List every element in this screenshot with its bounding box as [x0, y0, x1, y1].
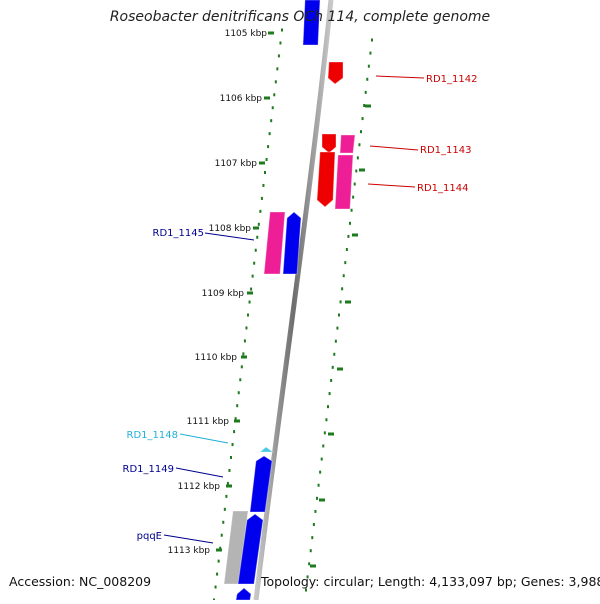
kbp-tick-label: 1110 kbp — [195, 353, 238, 363]
label-leader-line — [369, 145, 419, 151]
kbp-tick-label: 1109 kbp — [202, 289, 245, 299]
gene-label[interactable]: RD1_1142 — [426, 74, 477, 85]
gene-features — [223, 0, 356, 601]
label-leader-lines — [163, 75, 425, 544]
kbp-tick — [216, 548, 222, 552]
label-leader-line — [375, 75, 425, 79]
gene-arrow-rd1-1144[interactable] — [316, 151, 336, 208]
ruler-dots — [213, 28, 373, 602]
kbp-tick — [234, 419, 240, 423]
outer-ruler-tick — [319, 498, 325, 502]
gene-label[interactable]: RD1_1149 — [123, 464, 174, 475]
kbp-tick — [247, 291, 253, 295]
label-leader-line — [163, 534, 214, 544]
gene-label[interactable]: RD1_1145 — [153, 228, 204, 239]
gene-arrow-top-forward[interactable] — [302, 0, 321, 46]
label-leader-line — [367, 183, 416, 188]
gene-arrow-pqqe[interactable] — [237, 513, 264, 585]
label-leader-line — [204, 232, 255, 241]
accession-text: Accession: NC_008209 — [9, 574, 152, 589]
gene-arrow-rd1-1145-pink[interactable] — [263, 211, 286, 275]
gene-arrow-rd1-1143[interactable] — [321, 133, 337, 154]
kbp-tick — [259, 161, 265, 165]
kbp-tick — [268, 31, 274, 35]
kbp-tick-label: 1106 kbp — [220, 94, 263, 104]
gene-arrow-rd1-1144-pink[interactable] — [334, 154, 354, 210]
gene-label[interactable]: RD1_1144 — [417, 183, 468, 194]
kbp-tick-label: 1111 kbp — [187, 417, 230, 427]
gene-arrow-rd1-1142[interactable] — [327, 61, 344, 85]
gene-arrow-bottom[interactable] — [235, 587, 252, 601]
gene-label[interactable]: pqqE — [137, 531, 162, 542]
kbp-tick — [241, 355, 247, 359]
kbp-tick-label: 1105 kbp — [225, 29, 268, 39]
outer-ruler-tick — [337, 367, 343, 371]
kbp-tick-label: 1112 kbp — [178, 482, 221, 492]
kbp-tick-label: 1107 kbp — [215, 159, 258, 169]
outer-ruler-tick — [352, 233, 358, 237]
kbp-ruler: 1105 kbp 1106 kbp 1107 kbp 1108 kbp 1109 kbp… — [168, 29, 371, 568]
gene-arrow-rd1-1145[interactable] — [282, 211, 302, 275]
outer-ruler-tick — [328, 432, 334, 436]
genome-backbone — [253, 0, 334, 601]
gene-arrow-rd1-1148[interactable] — [258, 446, 275, 453]
inner-ruler-dots — [213, 28, 283, 602]
gene-label[interactable]: RD1_1148 — [127, 430, 178, 441]
outer-ruler-tick — [310, 564, 316, 568]
topology-stats-text: Topology: circular; Length: 4,133,097 bp… — [261, 574, 600, 589]
kbp-tick — [264, 96, 270, 100]
gene-arrow-rd1-1143-pink[interactable] — [339, 134, 356, 154]
gene-labels: RD1_1142 RD1_1143 RD1_1144 RD1_1145 RD1_1148… — [123, 74, 478, 542]
genome-title: Roseobacter denitrificans OCh 114, compl… — [109, 9, 491, 25]
gene-label[interactable]: RD1_1143 — [420, 145, 471, 156]
label-leader-line — [179, 433, 229, 444]
kbp-tick — [253, 226, 259, 230]
kbp-tick-label: 1113 kbp — [168, 546, 211, 556]
gene-arrow-rd1-1149[interactable] — [249, 455, 273, 513]
outer-ruler-tick — [345, 300, 351, 304]
kbp-tick — [226, 484, 232, 488]
outer-ruler-tick — [365, 104, 371, 108]
outer-ruler-dots — [305, 38, 373, 592]
label-leader-line — [175, 467, 224, 478]
outer-ruler-tick — [359, 168, 365, 172]
kbp-tick-label: 1108 kbp — [209, 224, 252, 234]
